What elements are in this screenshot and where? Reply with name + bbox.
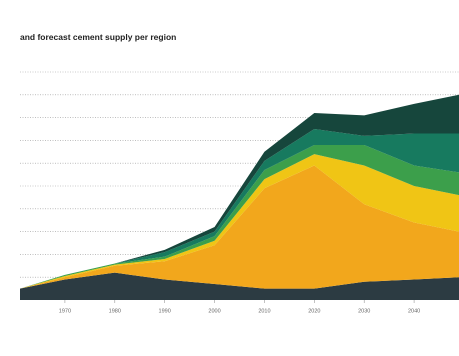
area — [20, 165, 459, 289]
area — [20, 129, 459, 289]
chart-title: and forecast cement supply per region — [20, 32, 176, 42]
x-tick-label: 2030 — [358, 308, 370, 314]
x-tick-label: 2010 — [258, 308, 270, 314]
x-tick-label: 2020 — [308, 308, 320, 314]
x-tick-label: 1980 — [109, 308, 121, 314]
x-tick-label: 2000 — [208, 308, 220, 314]
area — [20, 94, 459, 289]
x-tick-label: 1970 — [59, 308, 71, 314]
area — [20, 154, 459, 289]
x-tick-label: 1990 — [159, 308, 171, 314]
x-tick-label: 2040 — [408, 308, 420, 314]
